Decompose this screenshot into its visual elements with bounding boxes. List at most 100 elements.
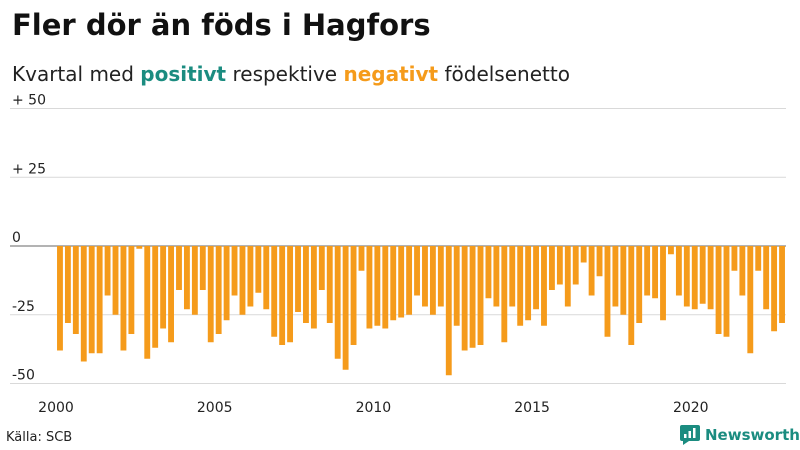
bar	[755, 246, 762, 271]
bar	[763, 246, 770, 310]
bar	[318, 246, 325, 290]
y-tick-label: -25	[12, 299, 35, 315]
bar	[239, 246, 246, 315]
bar	[231, 246, 238, 296]
bar	[176, 246, 182, 290]
bar	[572, 246, 579, 285]
subtitle-negative: negativt	[343, 62, 439, 86]
bar	[469, 246, 476, 348]
subtitle-text: Kvartal med	[12, 62, 141, 86]
bar	[64, 246, 71, 323]
bar	[310, 246, 317, 329]
bar	[660, 246, 666, 321]
bar	[104, 246, 111, 296]
bar	[612, 246, 619, 307]
bar	[88, 246, 95, 354]
y-tick-label: + 50	[12, 93, 46, 109]
bar	[668, 246, 674, 255]
bar	[263, 246, 270, 310]
bar	[374, 246, 381, 326]
bar	[295, 246, 301, 312]
bar	[747, 246, 754, 354]
bar	[128, 246, 135, 334]
brand-name: Newsworthy	[705, 426, 800, 444]
bar	[382, 246, 389, 329]
subtitle-text: respektive	[226, 62, 344, 86]
bar	[199, 246, 206, 290]
bar	[207, 246, 214, 343]
x-tick-label: 2005	[197, 400, 233, 416]
y-tick-label: + 25	[12, 161, 46, 177]
x-tick-label: 2010	[356, 400, 392, 416]
bar	[445, 246, 452, 376]
bar	[168, 246, 174, 343]
x-tick-label: 2000	[38, 400, 74, 416]
bar	[628, 246, 635, 345]
bar	[303, 246, 309, 323]
bar	[453, 246, 460, 326]
bar	[588, 246, 595, 296]
bar	[477, 246, 484, 345]
y-tick-label: -50	[12, 368, 35, 384]
bar	[437, 246, 444, 307]
bar	[644, 246, 651, 296]
bar	[422, 246, 428, 307]
bar	[699, 246, 706, 304]
bar	[771, 246, 778, 332]
bar	[604, 246, 611, 337]
bar	[183, 246, 190, 310]
bars	[57, 246, 785, 376]
bar	[548, 246, 555, 290]
bar	[112, 246, 119, 315]
bar	[533, 246, 539, 310]
subtitle-text: födelsenetto	[438, 62, 570, 86]
bar	[247, 246, 254, 307]
bar	[271, 246, 278, 337]
chart-title: Fler dör än föds i Hagfors	[12, 8, 431, 42]
bar	[461, 246, 468, 351]
bar	[525, 246, 532, 321]
bar	[485, 246, 492, 299]
bar	[683, 246, 690, 307]
bar	[414, 246, 420, 296]
bar	[715, 246, 722, 334]
newsworthy-logo-icon	[680, 425, 700, 445]
bar	[509, 246, 516, 307]
bar	[358, 246, 365, 271]
bar	[731, 246, 738, 271]
bar	[72, 246, 79, 334]
bar	[707, 246, 714, 310]
y-tick-label: 0	[12, 230, 21, 246]
bar	[120, 246, 127, 351]
bar	[779, 246, 785, 323]
bar	[279, 246, 286, 345]
bar	[144, 246, 151, 359]
bar	[406, 246, 413, 315]
x-tick-label: 2015	[514, 400, 550, 416]
bar	[57, 246, 63, 351]
bar	[501, 246, 508, 343]
bar	[564, 246, 571, 307]
bar	[334, 246, 341, 359]
bar	[620, 246, 627, 315]
bar	[493, 246, 500, 307]
bar	[398, 246, 405, 318]
bar	[429, 246, 436, 315]
bar	[723, 246, 730, 337]
bar	[541, 246, 547, 326]
subtitle-positive: positivt	[140, 62, 227, 86]
bar	[556, 246, 563, 285]
bar	[390, 246, 397, 321]
bar	[136, 246, 143, 249]
bar	[596, 246, 603, 277]
source-note: Källa: SCB	[6, 430, 73, 445]
bar	[580, 246, 587, 263]
brand-logo: Newsworthy	[680, 425, 800, 445]
bar	[739, 246, 746, 296]
bar	[160, 246, 167, 329]
bar	[287, 246, 294, 343]
bar	[223, 246, 230, 321]
x-tick-label: 2020	[673, 400, 709, 416]
bar	[691, 246, 698, 310]
